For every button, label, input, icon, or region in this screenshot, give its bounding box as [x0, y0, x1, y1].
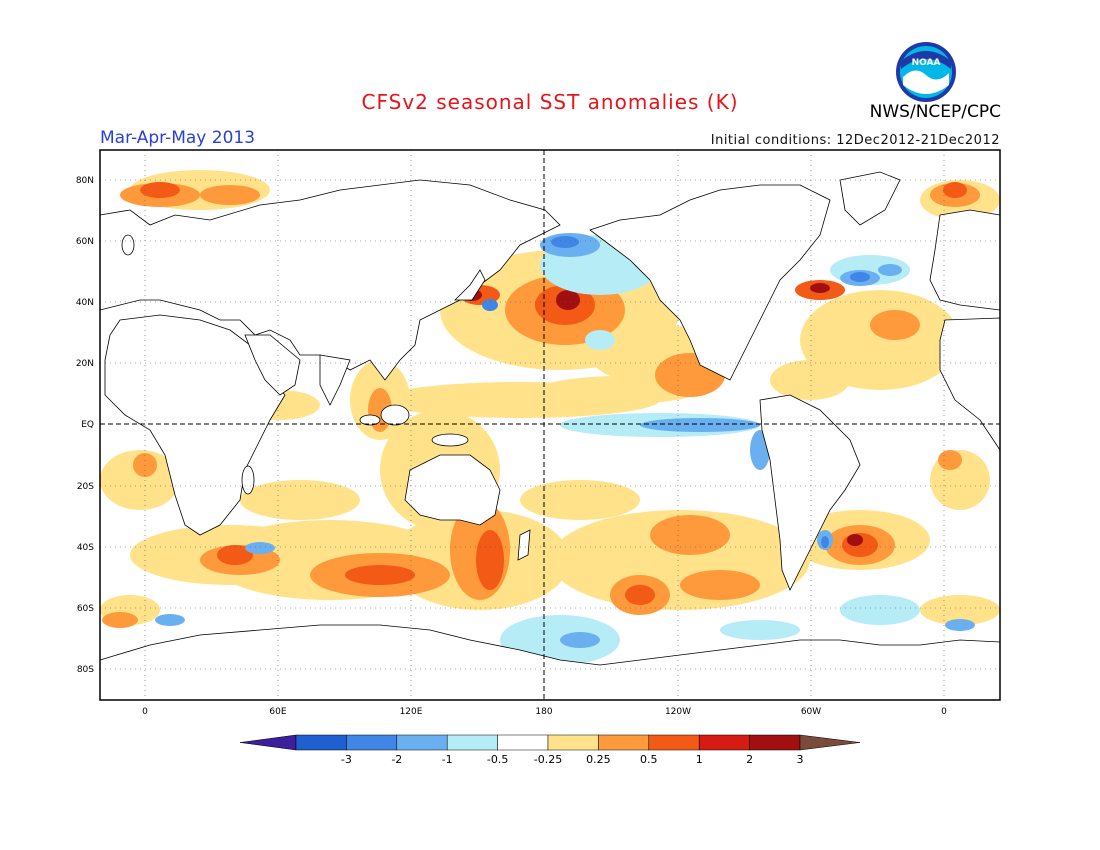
colorbar-swatch: [295, 734, 347, 751]
colorbar-label: -3: [341, 753, 352, 766]
eurasia: [100, 179, 561, 381]
colorbar-label: -1: [442, 753, 453, 766]
lat-label: 80N: [76, 176, 94, 186]
lon-label: 120E: [400, 707, 423, 717]
colorbar-swatch: [698, 734, 750, 751]
india: [319, 354, 351, 406]
noaa-logo-icon: NOAA: [896, 42, 956, 102]
africa: [104, 314, 286, 536]
agency-label: NWS/NCEP/CPC: [869, 102, 1001, 122]
colorbar-swatch: [446, 734, 498, 751]
colorbar-label: -2: [391, 753, 402, 766]
lon-label: 60E: [269, 707, 286, 717]
colorbar-label: -0.5: [487, 753, 508, 766]
arabia: [244, 334, 301, 396]
map-frame: [99, 149, 1001, 701]
colorbar-label: 3: [797, 753, 804, 766]
longitude-labels: 0 60E 120E 180 120W 60W 0: [142, 707, 947, 717]
noaa-logo-text: NOAA: [912, 58, 941, 68]
lon-label: 60W: [801, 707, 821, 717]
lat-label: 40S: [77, 543, 94, 553]
europe-repeat: [929, 209, 1000, 311]
lat-label: 20S: [77, 482, 94, 492]
colorbar-max-arrow: [799, 734, 861, 751]
lat-label: 60N: [76, 237, 94, 247]
colorbar-label: 2: [746, 753, 753, 766]
lon-label: 0: [142, 707, 148, 717]
colorbar-label: -0.25: [534, 753, 562, 766]
colorbar-min-arrow: [239, 734, 297, 751]
lon-label: 180: [535, 707, 552, 717]
lat-label: EQ: [81, 420, 94, 430]
colorbar-swatch: [396, 734, 448, 751]
colorbar-swatch: [648, 734, 700, 751]
colorbar-swatch: [598, 734, 650, 751]
chart-title: CFSv2 seasonal SST anomalies (K): [361, 90, 739, 114]
anomaly-fields: [100, 150, 1000, 700]
new-guinea: [431, 433, 469, 447]
colorbar-label: 1: [696, 753, 703, 766]
borneo: [380, 404, 410, 426]
lon-label: 0: [941, 707, 947, 717]
madagascar: [241, 465, 255, 495]
colorbar-label: 0.25: [586, 753, 611, 766]
colorbar-swatch: [749, 734, 801, 751]
north-america: [589, 184, 831, 381]
antarctica: [100, 624, 1000, 700]
new-zealand: [517, 529, 531, 561]
africa-repeat: [939, 317, 1000, 451]
lat-label: 20N: [76, 359, 94, 369]
greenland: [839, 171, 901, 226]
japan: [454, 269, 486, 301]
colorbar-swatch: [547, 734, 599, 751]
colorbar-swatch: [346, 734, 398, 751]
colorbar-label: 0.5: [640, 753, 658, 766]
british-isles: [121, 234, 135, 256]
latitude-labels: 80N 60N 40N 20N EQ 20S 40S 60S 80S: [76, 176, 94, 675]
reference-lines: [100, 150, 1000, 700]
colorbar-swatch: [497, 734, 549, 751]
colorbar: -3 -2 -1 -0.5 -0.25 0.25 0.5 1 2 3: [239, 734, 861, 766]
lat-label: 40N: [76, 298, 94, 308]
moderate-cool-anomalies: [155, 233, 975, 648]
south-america: [759, 394, 861, 591]
continents: [100, 171, 1000, 700]
lat-label: 80S: [77, 665, 94, 675]
graticule: [100, 150, 1000, 700]
australia: [404, 454, 501, 526]
initial-conditions: Initial conditions: 12Dec2012-21Dec2012: [710, 133, 1000, 148]
lon-label: 120W: [665, 707, 691, 717]
lat-label: 60S: [77, 604, 94, 614]
forecast-period: Mar-Apr-May 2013: [100, 128, 256, 148]
sumatra: [359, 414, 381, 426]
